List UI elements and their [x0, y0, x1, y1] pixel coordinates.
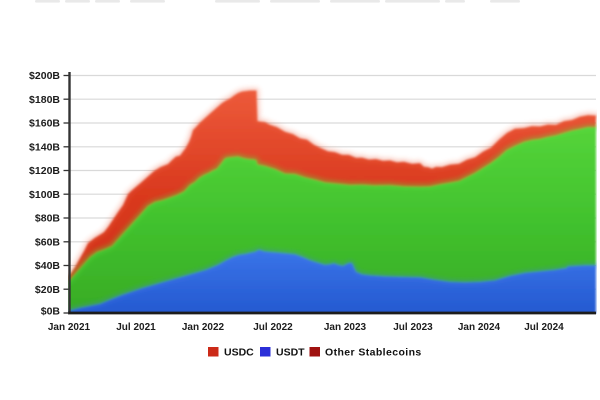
svg-text:$100B: $100B — [29, 189, 60, 201]
svg-text:$40B: $40B — [35, 260, 61, 272]
svg-text:$180B: $180B — [29, 94, 60, 106]
svg-text:USDC: USDC — [224, 347, 254, 359]
svg-text:Jul 2024: Jul 2024 — [524, 322, 564, 333]
svg-text:$0B: $0B — [41, 305, 61, 317]
svg-text:$60B: $60B — [35, 236, 61, 248]
svg-text:Jul 2021: Jul 2021 — [116, 322, 156, 333]
svg-text:$200B: $200B — [29, 70, 60, 82]
svg-text:$140B: $140B — [29, 141, 60, 153]
svg-text:$20B: $20B — [35, 284, 61, 296]
svg-text:$160B: $160B — [29, 118, 60, 130]
svg-text:$120B: $120B — [29, 165, 60, 177]
svg-text:Jul 2023: Jul 2023 — [393, 322, 433, 333]
svg-text:Jan 2021: Jan 2021 — [48, 322, 91, 333]
svg-text:Jan 2022: Jan 2022 — [182, 322, 225, 333]
svg-text:$80B: $80B — [35, 213, 61, 225]
svg-text:Other Stablecoins: Other Stablecoins — [325, 347, 422, 359]
svg-text:Jan 2024: Jan 2024 — [458, 322, 501, 333]
svg-text:Jan 2023: Jan 2023 — [324, 322, 367, 333]
svg-text:USDT: USDT — [276, 347, 305, 359]
svg-text:Jul 2022: Jul 2022 — [253, 322, 293, 333]
